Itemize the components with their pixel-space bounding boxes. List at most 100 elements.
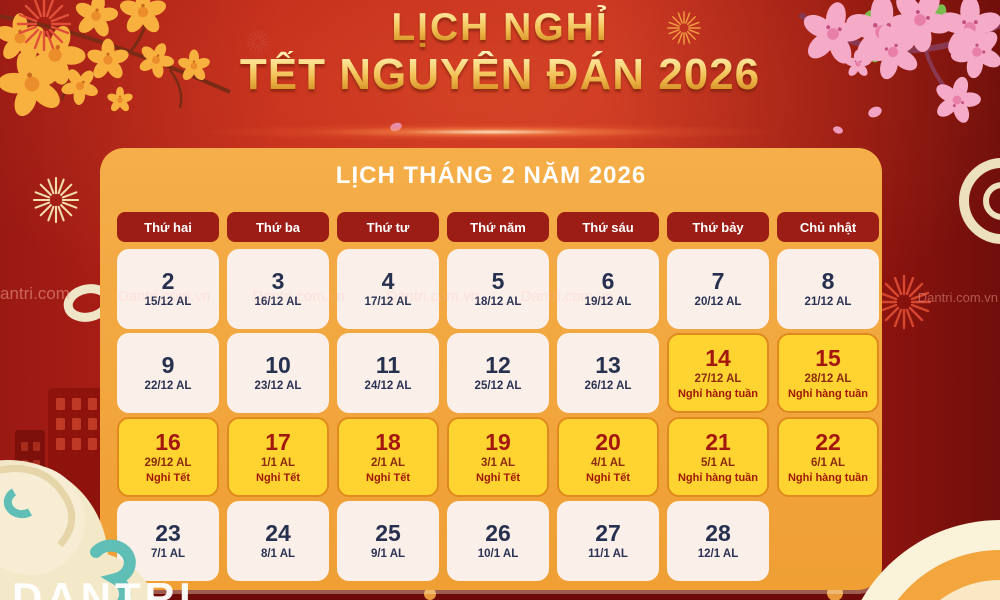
- cell-day-number: 18: [375, 428, 401, 455]
- cell-day-number: 12: [485, 352, 511, 378]
- weekday-header-1: Thứ ba: [227, 212, 329, 242]
- cell-lunar-date: 20/12 AL: [694, 296, 742, 308]
- cell-lunar-date: 29/12 AL: [144, 456, 192, 469]
- cell-holiday-note: Nghỉ hàng tuần: [677, 387, 759, 400]
- cell-day-number: 3: [271, 268, 285, 294]
- cell-lunar-date: 16/12 AL: [254, 296, 302, 308]
- cell-lunar-date: 4/1 AL: [590, 456, 626, 469]
- cell-day-number: 17: [265, 428, 291, 455]
- cell-lunar-date: 3/1 AL: [480, 456, 516, 469]
- calendar-cell-6: 6 19/12 AL: [557, 249, 659, 329]
- calendar-cell-9: 9 22/12 AL: [117, 333, 219, 413]
- cell-day-number: 9: [161, 352, 175, 378]
- cell-day-number: 10: [265, 352, 291, 378]
- calendar-cell-10: 10 23/12 AL: [227, 333, 329, 413]
- cell-day-number: 4: [381, 268, 395, 294]
- calendar-cell-13: 13 26/12 AL: [557, 333, 659, 413]
- calendar-cell-23: 23 7/1 AL: [117, 501, 219, 581]
- cell-day-number: 28: [705, 520, 731, 546]
- cell-lunar-date: 18/12 AL: [474, 296, 522, 308]
- calendar-cell-18: 18 2/1 AL Nghỉ Tết: [337, 417, 439, 497]
- cell-day-number: 27: [595, 520, 621, 546]
- cell-lunar-date: 5/1 AL: [700, 456, 736, 469]
- calendar-cell-27: 27 11/1 AL: [557, 501, 659, 581]
- cell-lunar-date: 10/1 AL: [477, 548, 519, 560]
- dantri-brand-logo: DANTRI: [12, 574, 195, 600]
- calendar-cell-21: 21 5/1 AL Nghỉ hàng tuần: [667, 417, 769, 497]
- calendar-cell-14: 14 27/12 AL Nghỉ hàng tuần: [667, 333, 769, 413]
- calendar-cell-11: 11 24/12 AL: [337, 333, 439, 413]
- cell-lunar-date: 12/1 AL: [697, 548, 739, 560]
- cell-day-number: 6: [601, 268, 615, 294]
- weekday-header-6: Chủ nhật: [777, 212, 879, 242]
- poster-title-line1: LỊCH NGHỈ: [0, 5, 1000, 51]
- cell-lunar-date: 11/1 AL: [588, 548, 628, 560]
- cell-lunar-date: 24/12 AL: [364, 380, 412, 392]
- cell-day-number: 21: [705, 428, 731, 455]
- cell-day-number: 16: [155, 428, 181, 455]
- weekday-header-4: Thứ sáu: [557, 212, 659, 242]
- weekday-header-2: Thứ tư: [337, 212, 439, 242]
- cell-day-number: 14: [705, 344, 731, 371]
- calendar-cell-22: 22 6/1 AL Nghỉ hàng tuần: [777, 417, 879, 497]
- calendar-cell-20: 20 4/1 AL Nghỉ Tết: [557, 417, 659, 497]
- calendar-cell-17: 17 1/1 AL Nghỉ Tết: [227, 417, 329, 497]
- cell-holiday-note: Nghỉ Tết: [256, 471, 300, 484]
- weekday-header-row: Thứ hai Thứ ba Thứ tư Thứ năm Thứ sáu Thứ bảy…: [117, 212, 879, 242]
- cell-day-number: 26: [485, 520, 511, 546]
- cell-lunar-date: 28/12 AL: [804, 372, 852, 385]
- calendar-cell-12: 12 25/12 AL: [447, 333, 549, 413]
- weekday-header-5: Thứ bảy: [667, 212, 769, 242]
- poster-title: LỊCH NGHỈ TẾT NGUYÊN ĐÁN 2026: [0, 5, 1000, 99]
- calendar-cell-24: 24 8/1 AL: [227, 501, 329, 581]
- cell-lunar-date: 21/12 AL: [804, 296, 852, 308]
- watermark-left-edge: antri.com: [0, 284, 70, 303]
- calendar-cell-8: 8 21/12 AL: [777, 249, 879, 329]
- cell-lunar-date: 25/12 AL: [474, 380, 522, 392]
- weekday-header-0: Thứ hai: [117, 212, 219, 242]
- cell-day-number: 13: [595, 352, 621, 378]
- calendar-cell-25: 25 9/1 AL: [337, 501, 439, 581]
- cell-lunar-date: 9/1 AL: [370, 548, 406, 560]
- calendar-cell-28: 28 12/1 AL: [667, 501, 769, 581]
- cell-lunar-date: 1/1 AL: [260, 456, 296, 469]
- watermark-right-edge: Dantri.com.vn: [917, 290, 998, 305]
- calendar-cell-15: 15 28/12 AL Nghỉ hàng tuần: [777, 333, 879, 413]
- poster-title-line2: TẾT NGUYÊN ĐÁN 2026: [0, 50, 1000, 99]
- cell-lunar-date: 26/12 AL: [584, 380, 632, 392]
- cell-lunar-date: 17/12 AL: [364, 296, 412, 308]
- cell-lunar-date: 23/12 AL: [254, 380, 302, 392]
- light-flare-icon: [200, 123, 780, 141]
- cell-holiday-note: Nghỉ hàng tuần: [787, 387, 869, 400]
- cell-holiday-note: Nghỉ hàng tuần: [787, 471, 869, 484]
- cell-day-number: 8: [821, 268, 835, 294]
- cell-holiday-note: Nghỉ Tết: [476, 471, 520, 484]
- cell-day-number: 24: [265, 520, 291, 546]
- calendar-cell-3: 3 16/12 AL: [227, 249, 329, 329]
- cell-lunar-date: 7/1 AL: [150, 548, 186, 560]
- cell-holiday-note: Nghỉ Tết: [146, 471, 190, 484]
- calendar-cell-5: 5 18/12 AL: [447, 249, 549, 329]
- calendar-title: LỊCH THÁNG 2 NĂM 2026: [335, 162, 647, 189]
- cell-lunar-date: 6/1 AL: [810, 456, 846, 469]
- cell-day-number: 5: [491, 268, 505, 294]
- cell-lunar-date: 19/12 AL: [584, 296, 632, 308]
- cell-day-number: 23: [155, 520, 181, 546]
- cell-day-number: 7: [711, 268, 725, 294]
- cell-day-number: 19: [485, 428, 511, 455]
- cell-day-number: 2: [161, 268, 175, 294]
- cell-day-number: 22: [815, 428, 841, 455]
- cell-lunar-date: 22/12 AL: [144, 380, 192, 392]
- cell-lunar-date: 15/12 AL: [144, 296, 192, 308]
- weekday-header-3: Thứ năm: [447, 212, 549, 242]
- cell-day-number: 20: [595, 428, 621, 455]
- calendar-cell-7: 7 20/12 AL: [667, 249, 769, 329]
- cell-holiday-note: Nghỉ Tết: [586, 471, 630, 484]
- cell-lunar-date: 27/12 AL: [694, 372, 742, 385]
- cell-holiday-note: Nghỉ hàng tuần: [677, 471, 759, 484]
- cell-day-number: 11: [375, 352, 401, 378]
- cell-day-number: 15: [815, 344, 841, 371]
- calendar-cell-16: 16 29/12 AL Nghỉ Tết: [117, 417, 219, 497]
- cell-lunar-date: 8/1 AL: [260, 548, 296, 560]
